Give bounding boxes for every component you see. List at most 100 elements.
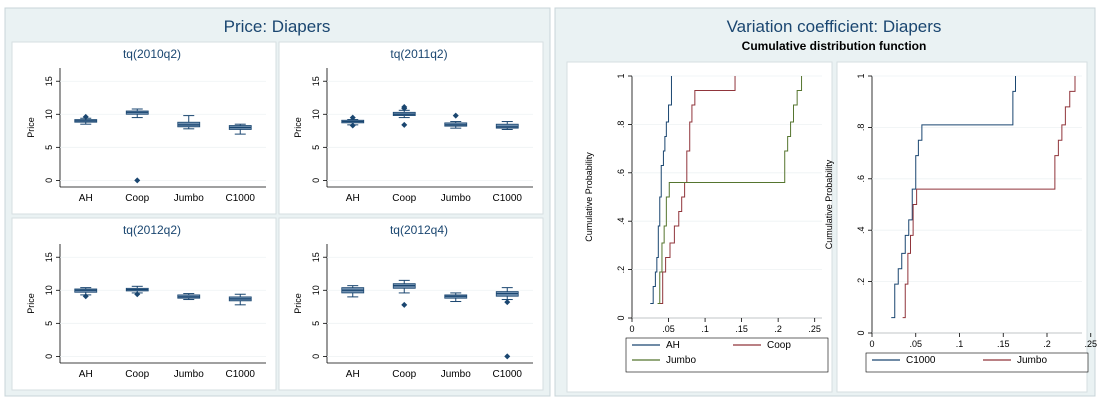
x-category-label: Coop xyxy=(125,369,149,380)
y-tick-label: .4 xyxy=(856,226,866,234)
y-axis-label: Price xyxy=(293,293,303,314)
x-category-label: Jumbo xyxy=(174,369,204,380)
box-panel-title: tq(2010q2) xyxy=(123,47,181,61)
cdf-panel-background xyxy=(836,61,1088,393)
box-panel-3: tq(2012q2) Price 0 5 10 15 AH Coop Jumbo C1000 xyxy=(11,217,277,391)
x-category-label: AH xyxy=(346,369,360,380)
x-category-label: AH xyxy=(79,193,93,204)
y-tick-label: 15 xyxy=(311,252,321,262)
x-tick-label: .1 xyxy=(956,339,964,349)
outlier-point xyxy=(349,114,356,121)
y-axis-label: Cumulative Probability xyxy=(584,152,594,242)
y-tick-label: 1 xyxy=(616,73,626,78)
cdf-line-jumbo xyxy=(657,76,803,304)
y-tick-label: 10 xyxy=(44,109,54,119)
y-tick-label: 0 xyxy=(44,354,54,359)
outlier-point xyxy=(401,121,408,128)
box-panel-title: tq(2012q4) xyxy=(390,223,448,237)
x-category-label: C1000 xyxy=(226,193,256,204)
y-tick-label: 0 xyxy=(311,178,321,183)
cdf-line-c1000 xyxy=(891,76,1016,319)
y-axis-label: Price xyxy=(26,293,36,314)
box-panel-2: tq(2011q2) Price 0 5 10 15 AH Coop Jumbo C1000 xyxy=(278,41,544,215)
x-tick-label: .05 xyxy=(909,339,922,349)
x-tick-label: 0 xyxy=(869,339,874,349)
x-category-label: Coop xyxy=(125,193,149,204)
y-tick-label: .8 xyxy=(616,121,626,129)
outlier-point xyxy=(504,299,511,306)
box-panel-4: tq(2012q4) Price 0 5 10 15 AH Coop Jumbo C1000 xyxy=(278,217,544,391)
box-c1000 xyxy=(228,123,252,135)
x-tick-label: .15 xyxy=(735,324,748,334)
left-figure: Price: Diapers tq(2010q2) Price 0 5 10 15 AH Co… xyxy=(4,7,551,397)
box-ah xyxy=(74,113,98,125)
right-figure-title: Variation coefficient: Diapers xyxy=(727,17,942,36)
outlier-point xyxy=(82,113,89,120)
box-ah xyxy=(74,287,98,300)
y-tick-label: 15 xyxy=(311,76,321,86)
cdf-line-coop xyxy=(659,76,736,304)
outlier-point xyxy=(134,177,141,184)
cdf-line-ah xyxy=(650,76,672,304)
y-tick-label: 5 xyxy=(44,145,54,150)
cdf-panel-2: Cumulative Probability 0 .2 .4 .6 .8 1 0 .05 .1 .1… xyxy=(824,61,1097,393)
y-tick-label: 5 xyxy=(311,145,321,150)
x-tick-label: .15 xyxy=(997,339,1010,349)
y-axis-label: Price xyxy=(293,117,303,138)
legend-box xyxy=(865,352,1089,373)
x-tick-label: .05 xyxy=(662,324,675,334)
legend-label-coop: Coop xyxy=(767,340,791,351)
outlier-point xyxy=(401,104,408,111)
box-jumbo xyxy=(444,112,468,129)
y-tick-label: 0 xyxy=(311,354,321,359)
x-category-label: C1000 xyxy=(226,369,256,380)
box-coop xyxy=(125,285,149,298)
x-tick-label: .2 xyxy=(1043,339,1051,349)
y-tick-label: 15 xyxy=(44,76,54,86)
y-tick-label: .6 xyxy=(616,169,626,177)
x-category-label: Jumbo xyxy=(441,369,471,380)
x-tick-label: 0 xyxy=(629,324,634,334)
box-coop xyxy=(125,108,149,184)
legend-label-ah: AH xyxy=(666,340,680,351)
right-figure: Variation coefficient: Diapers Cumulativ… xyxy=(554,7,1097,397)
outlier-point xyxy=(134,291,141,298)
y-tick-label: .2 xyxy=(856,278,866,286)
y-tick-label: 0 xyxy=(616,315,626,320)
legend-box xyxy=(625,337,829,373)
box-panel-title: tq(2011q2) xyxy=(390,47,447,61)
x-category-label: Coop xyxy=(392,193,416,204)
box-jumbo xyxy=(177,293,201,301)
box-c1000 xyxy=(495,121,519,130)
x-tick-label: .25 xyxy=(808,324,821,334)
y-axis-label: Price xyxy=(26,117,36,138)
y-axis-label: Cumulative Probability xyxy=(824,159,834,249)
y-tick-label: .4 xyxy=(616,217,626,225)
x-tick-label: .1 xyxy=(701,324,709,334)
box-panel-title: tq(2012q2) xyxy=(123,223,181,237)
outlier-point xyxy=(349,122,356,129)
y-tick-label: 0 xyxy=(856,330,866,335)
box-c1000 xyxy=(228,293,252,306)
outlier-point xyxy=(82,293,89,300)
legend: C1000 Jumbo xyxy=(865,352,1089,373)
left-figure-title: Price: Diapers xyxy=(224,17,331,36)
x-category-label: C1000 xyxy=(493,193,523,204)
y-tick-label: 0 xyxy=(44,178,54,183)
y-tick-label: 10 xyxy=(311,109,321,119)
box-iqr xyxy=(495,123,519,129)
y-tick-label: .6 xyxy=(856,175,866,183)
box-panel-background xyxy=(11,217,277,391)
box-coop xyxy=(392,104,416,128)
x-category-label: Jumbo xyxy=(441,193,471,204)
x-tick-label: .2 xyxy=(774,324,782,334)
legend-label-c1000: C1000 xyxy=(906,355,936,366)
y-tick-label: 15 xyxy=(44,252,54,262)
box-coop xyxy=(392,279,416,308)
box-jumbo xyxy=(444,292,468,303)
legend-label-jumbo: Jumbo xyxy=(666,355,696,366)
y-tick-label: 10 xyxy=(311,285,321,295)
box-c1000 xyxy=(495,287,519,360)
x-category-label: AH xyxy=(79,369,93,380)
